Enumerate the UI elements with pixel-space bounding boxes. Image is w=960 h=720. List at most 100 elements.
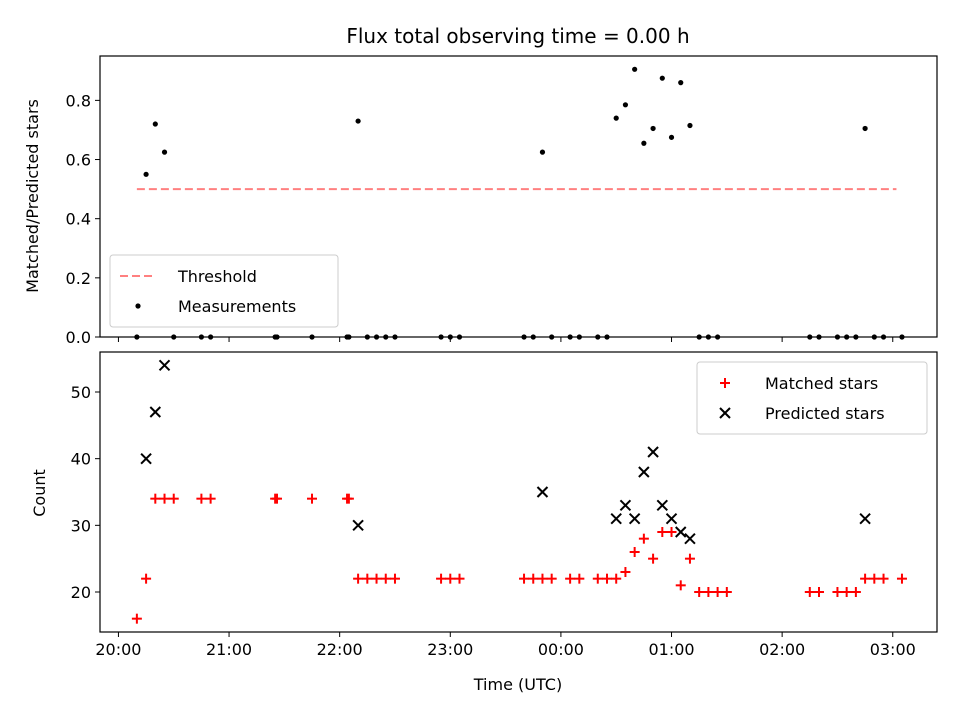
matched-stars-point	[804, 587, 815, 597]
x-tick-label: 23:00	[427, 640, 473, 659]
matched-stars-point	[850, 587, 861, 597]
measurements-point	[678, 80, 684, 86]
legend-label: Measurements	[178, 297, 296, 316]
measurements-point	[659, 75, 665, 81]
matched-stars-point	[629, 547, 640, 557]
matched-stars-point	[362, 573, 373, 584]
matched-stars-point	[878, 573, 889, 584]
predicted-stars-point	[675, 526, 687, 538]
measurements-point	[143, 171, 149, 177]
matched-stars-point	[611, 573, 622, 584]
y-tick-label: 0.8	[66, 91, 91, 110]
predicted-stars-point	[665, 512, 678, 525]
matched-stars-point	[141, 573, 152, 584]
matched-stars-point	[675, 580, 686, 591]
y-tick-label: 50	[71, 383, 91, 402]
measurements-point	[862, 125, 868, 132]
measurements-point	[613, 115, 619, 121]
matched-stars-point	[307, 493, 318, 504]
matched-stars-point	[721, 587, 732, 597]
matched-stars-point	[896, 573, 907, 584]
matched-stars-point	[574, 573, 585, 584]
y-tick-label: 0.0	[66, 328, 91, 347]
matched-stars-point	[389, 573, 400, 584]
matched-stars-point	[445, 573, 456, 584]
legend-handle	[135, 303, 141, 309]
x-tick-label: 02:00	[759, 640, 805, 659]
x-tick-label: 03:00	[870, 640, 916, 659]
matched-stars-point	[684, 553, 695, 564]
matched-stars-point	[150, 493, 161, 504]
measurements-point	[161, 149, 168, 155]
matched-stars-point	[666, 527, 677, 537]
legend-label: Threshold	[177, 267, 257, 286]
legend-entry-predicted-stars: Predicted stars	[719, 404, 885, 423]
x-tick-label: 22:00	[317, 640, 363, 659]
matched-stars-point	[436, 573, 447, 584]
matched-stars-point	[196, 493, 207, 504]
legend: Matched stars Predicted stars	[696, 361, 928, 435]
predicted-stars-point	[352, 519, 364, 532]
legend-label: Matched stars	[765, 374, 878, 393]
legend-box	[696, 361, 928, 435]
top-chart-title: Flux total observing time = 0.00 h	[346, 24, 689, 48]
y-tick-label: 0.4	[66, 210, 91, 229]
matched-stars-point	[703, 587, 714, 597]
bottom-plot-area: 20:00 21:00 22:00 23:00 00:00 01:00 02:00 03:00…	[71, 351, 938, 659]
bottom-y-axis-label: Count	[30, 469, 49, 517]
matched-stars-point	[271, 493, 282, 504]
predicted-stars-point	[536, 486, 549, 498]
legend-entry-measurements: Measurements	[135, 297, 296, 316]
x-tick-label: 00:00	[538, 640, 584, 659]
predicted-stars-point	[859, 512, 871, 525]
y-tick-label: 30	[71, 516, 91, 535]
predicted-stars-point	[610, 512, 622, 525]
legend: Threshold Measurements	[109, 254, 339, 328]
measurements-point	[622, 102, 629, 108]
measurements-point	[687, 122, 693, 129]
matched-stars-point	[343, 493, 354, 504]
matched-stars-point	[601, 573, 612, 584]
matched-stars-point	[519, 573, 530, 584]
measurements-point	[650, 125, 656, 132]
top-plot-area: 0.0 0.2 0.4 0.6 0.8 Threshold Measurements	[66, 55, 938, 347]
x-tick-label: 01:00	[648, 640, 694, 659]
matched-stars-point	[814, 587, 825, 597]
matched-stars-point	[380, 573, 391, 584]
predicted-stars-point	[619, 499, 632, 512]
legend-handle	[720, 378, 730, 388]
matched-stars-point	[869, 573, 880, 584]
legend-label: Predicted stars	[765, 404, 885, 423]
matched-stars-point	[620, 567, 631, 577]
matched-stars-point	[353, 573, 364, 584]
predicted-stars-point	[628, 512, 641, 525]
legend-entry-matched-stars: Matched stars	[720, 374, 878, 393]
matched-stars-point	[638, 533, 649, 544]
legend-handle	[719, 407, 731, 419]
matched-stars-point	[648, 553, 659, 564]
y-tick-label: 40	[71, 450, 91, 469]
matched-stars-point	[565, 573, 576, 584]
top-y-axis-label: Matched/Predicted stars	[23, 99, 42, 293]
legend-entry-threshold: Threshold	[120, 267, 257, 286]
matched-stars-point	[371, 573, 382, 584]
matched-stars-point	[546, 573, 557, 584]
bottom-x-axis-label: Time (UTC)	[473, 675, 562, 694]
measurements-point	[539, 149, 546, 155]
measurements-point	[152, 121, 158, 127]
matched-stars-point	[592, 573, 603, 584]
legend-box	[109, 254, 339, 328]
matched-stars-point	[832, 587, 843, 597]
matched-stars-point	[860, 573, 871, 584]
predicted-stars-point	[140, 452, 152, 465]
predicted-stars-point	[647, 446, 659, 458]
predicted-stars-point	[684, 532, 696, 545]
matched-stars-point	[131, 613, 142, 624]
measurements-point	[668, 134, 675, 140]
axes-frame	[99, 351, 938, 633]
matched-stars-point	[657, 527, 668, 537]
matched-stars-point	[205, 493, 216, 504]
predicted-stars-point	[149, 406, 162, 418]
